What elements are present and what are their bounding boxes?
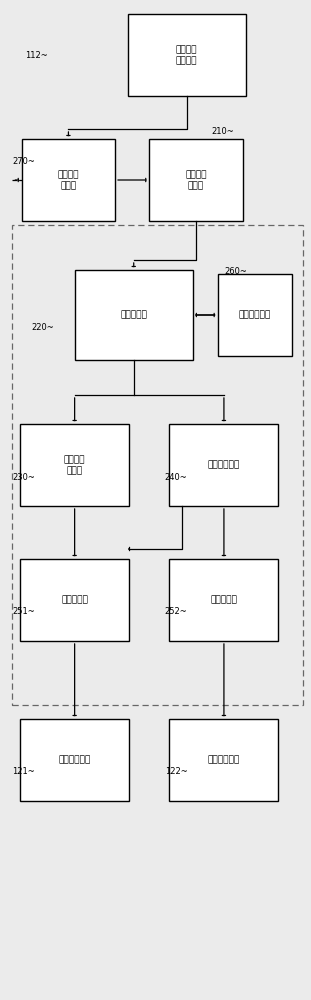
Bar: [128, 14, 246, 96]
Bar: [169, 559, 278, 641]
Text: 230~: 230~: [12, 473, 35, 482]
Text: 第一控制器: 第一控制器: [120, 310, 147, 320]
Text: 音频处理器: 音频处理器: [211, 595, 237, 604]
Text: 210~: 210~: [211, 127, 234, 136]
Text: 广播信号
接收器: 广播信号 接收器: [64, 455, 86, 475]
Text: 音频输出单元: 音频输出单元: [208, 756, 240, 764]
Text: 视频输出单元: 视频输出单元: [58, 756, 91, 764]
Text: 第一语音
识别器: 第一语音 识别器: [185, 170, 207, 190]
Text: 第一通信单元: 第一通信单元: [239, 310, 271, 320]
Text: 内容执行单元: 内容执行单元: [208, 460, 240, 470]
Bar: [20, 559, 129, 641]
Bar: [75, 270, 193, 360]
Text: 121~: 121~: [12, 768, 35, 776]
Text: 260~: 260~: [224, 267, 247, 276]
Bar: [149, 139, 243, 221]
Text: 112~: 112~: [25, 50, 48, 60]
Text: 252~: 252~: [165, 607, 188, 616]
Bar: [22, 139, 115, 221]
Bar: [20, 424, 129, 506]
Text: 220~: 220~: [31, 324, 54, 332]
Bar: [20, 719, 129, 801]
Text: 视频处理器: 视频处理器: [61, 595, 88, 604]
Bar: [218, 274, 292, 356]
Text: 240~: 240~: [165, 473, 188, 482]
Text: 122~: 122~: [165, 768, 188, 776]
Bar: [169, 424, 278, 506]
Bar: [12, 225, 303, 705]
Text: 251~: 251~: [12, 607, 35, 616]
Text: 背景声音
消除器: 背景声音 消除器: [58, 170, 79, 190]
Text: 270~: 270~: [12, 157, 35, 166]
Bar: [169, 719, 278, 801]
Text: 第一语音
输入单元: 第一语音 输入单元: [176, 45, 197, 65]
